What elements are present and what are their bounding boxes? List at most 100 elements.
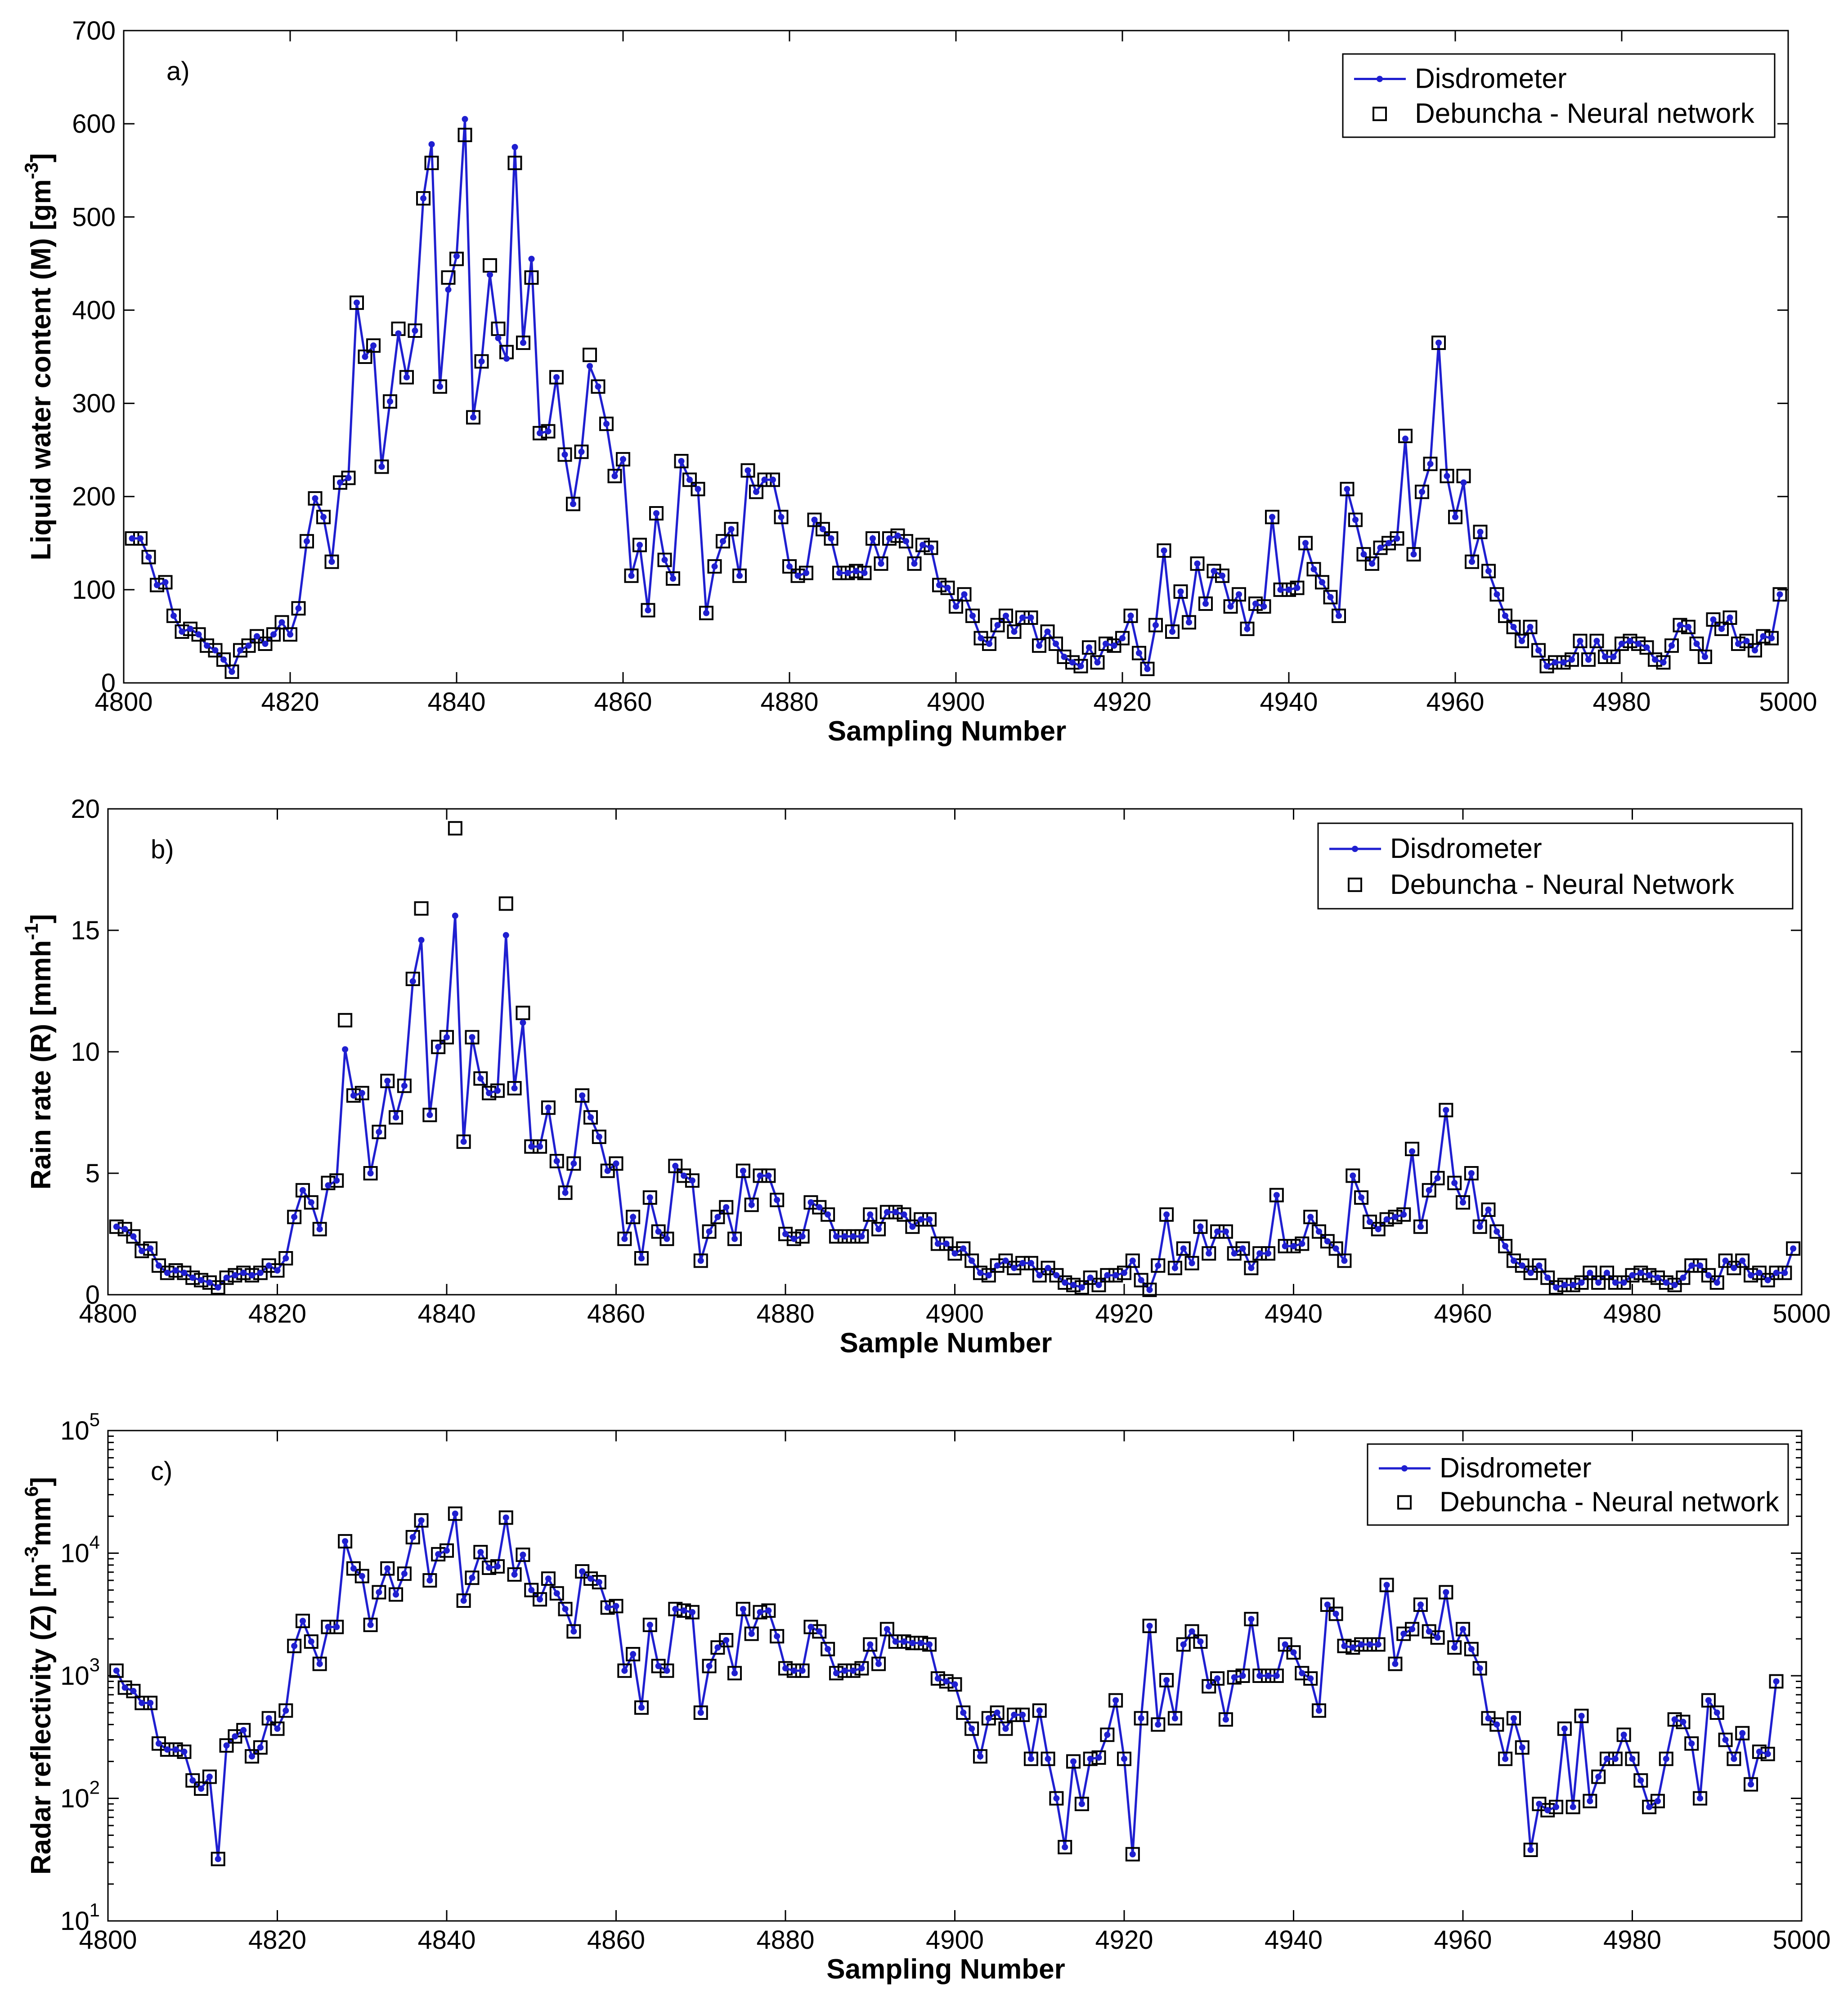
disdrometer-point bbox=[1244, 625, 1251, 632]
neural-network-marker bbox=[1565, 652, 1579, 667]
panel-label: a) bbox=[166, 57, 190, 86]
disdrometer-point bbox=[1680, 1274, 1687, 1281]
disdrometer-point bbox=[1002, 1257, 1009, 1264]
disdrometer-point bbox=[841, 1233, 848, 1240]
neural-network-marker bbox=[1667, 1712, 1682, 1727]
y-axis-title-sup: -3 bbox=[21, 162, 42, 179]
disdrometer-point bbox=[179, 628, 185, 635]
neural-network-marker bbox=[651, 1224, 666, 1239]
disdrometer-point bbox=[1315, 1228, 1322, 1235]
neural-network-marker bbox=[1073, 659, 1088, 673]
neural-network-marker bbox=[304, 1634, 318, 1649]
neural-network-marker bbox=[1193, 1219, 1208, 1234]
disdrometer-point bbox=[1036, 1272, 1043, 1279]
neural-network-marker bbox=[1134, 1273, 1148, 1288]
disdrometer-point bbox=[452, 1510, 458, 1517]
neural-network-marker bbox=[321, 1175, 336, 1190]
disdrometer-point bbox=[1577, 637, 1583, 644]
neural-network-marker bbox=[998, 1253, 1013, 1268]
disdrometer-point bbox=[1527, 1847, 1534, 1853]
neural-network-marker bbox=[194, 1273, 209, 1288]
disdrometer-point bbox=[1663, 1279, 1669, 1286]
disdrometer-point bbox=[1256, 1673, 1263, 1679]
neural-network-marker bbox=[1202, 1679, 1216, 1694]
disdrometer-point bbox=[1739, 1730, 1746, 1736]
disdrometer-point bbox=[645, 607, 651, 614]
disdrometer-point bbox=[1680, 1718, 1687, 1725]
disdrometer-point bbox=[181, 1748, 188, 1755]
disdrometer-point bbox=[579, 1568, 586, 1575]
neural-network-marker bbox=[956, 1241, 971, 1256]
disdrometer-point bbox=[198, 1277, 205, 1283]
neural-network-marker bbox=[1140, 661, 1155, 676]
neural-network-marker bbox=[175, 624, 189, 639]
disdrometer-point bbox=[1127, 612, 1134, 619]
disdrometer-point bbox=[1375, 1641, 1382, 1648]
neural-network-marker bbox=[1346, 1168, 1360, 1183]
disdrometer-point bbox=[655, 1663, 662, 1669]
y-tick-label: 300 bbox=[72, 389, 116, 418]
disdrometer-point bbox=[1307, 1214, 1314, 1220]
disdrometer-point bbox=[841, 1667, 848, 1674]
neural-network-marker bbox=[389, 1110, 404, 1125]
neural-network-marker bbox=[786, 1231, 801, 1246]
disdrometer-point bbox=[1610, 654, 1617, 660]
disdrometer-point bbox=[833, 1670, 839, 1677]
neural-network-marker bbox=[1489, 1224, 1504, 1239]
disdrometer-point bbox=[1612, 1755, 1619, 1762]
y-tick-label: 102 bbox=[60, 1777, 100, 1813]
neural-network-marker bbox=[1049, 1268, 1064, 1283]
neural-network-marker bbox=[1515, 633, 1529, 648]
disdrometer-point bbox=[1790, 1245, 1797, 1252]
neural-network-marker bbox=[1625, 1751, 1640, 1766]
x-tick-label: 5000 bbox=[1772, 1299, 1830, 1328]
disdrometer-point bbox=[944, 584, 951, 591]
neural-network-marker bbox=[740, 463, 755, 478]
disdrometer-point bbox=[1536, 1262, 1543, 1269]
neural-network-marker bbox=[1616, 1727, 1631, 1742]
neural-network-marker bbox=[1337, 1253, 1352, 1268]
disdrometer-point bbox=[511, 1085, 518, 1091]
disdrometer-point bbox=[892, 1638, 899, 1645]
disdrometer-point bbox=[283, 1255, 289, 1261]
neural-network-marker bbox=[241, 638, 256, 653]
disdrometer-point bbox=[316, 1226, 323, 1233]
disdrometer-point bbox=[1635, 641, 1642, 647]
x-tick-label: 4820 bbox=[248, 1925, 306, 1955]
x-tick-label: 4880 bbox=[756, 1925, 814, 1955]
x-axis-title: Sampling Number bbox=[826, 1954, 1065, 1985]
x-tick-label: 4960 bbox=[1434, 1299, 1492, 1328]
disdrometer-point bbox=[1773, 1270, 1780, 1276]
neural-network-marker bbox=[1167, 1261, 1182, 1275]
x-tick-label: 4940 bbox=[1265, 1925, 1323, 1955]
disdrometer-point bbox=[774, 1197, 780, 1203]
neural-network-marker bbox=[1023, 1751, 1038, 1766]
disdrometer-point bbox=[195, 631, 202, 638]
disdrometer-point bbox=[748, 1202, 755, 1208]
neural-network-marker bbox=[866, 531, 880, 546]
disdrometer-point bbox=[943, 1678, 950, 1685]
neural-network-marker bbox=[727, 1666, 742, 1681]
neural-network-marker bbox=[498, 896, 513, 911]
neural-network-marker bbox=[736, 1602, 750, 1616]
neural-network-marker bbox=[1748, 643, 1762, 658]
neural-network-marker bbox=[448, 821, 462, 836]
disdrometer-point bbox=[1760, 633, 1767, 640]
disdrometer-point bbox=[836, 570, 843, 576]
disdrometer-point bbox=[786, 563, 793, 570]
disdrometer-point bbox=[678, 458, 685, 464]
disdrometer-point bbox=[604, 1604, 611, 1611]
neural-network-marker bbox=[642, 1617, 657, 1632]
disdrometer-point bbox=[1252, 600, 1259, 607]
neural-network-marker bbox=[287, 1638, 302, 1653]
neural-network-marker bbox=[516, 1005, 530, 1020]
x-tick-label: 4820 bbox=[248, 1299, 306, 1328]
disdrometer-point bbox=[703, 610, 709, 616]
neural-network-marker bbox=[1698, 650, 1712, 664]
disdrometer-point bbox=[1768, 635, 1775, 642]
neural-network-marker bbox=[990, 1705, 1005, 1720]
neural-network-marker bbox=[1549, 1799, 1564, 1814]
x-tick-label: 4900 bbox=[926, 1925, 984, 1955]
disdrometer-point bbox=[1527, 624, 1534, 630]
disdrometer-point bbox=[807, 1199, 814, 1206]
